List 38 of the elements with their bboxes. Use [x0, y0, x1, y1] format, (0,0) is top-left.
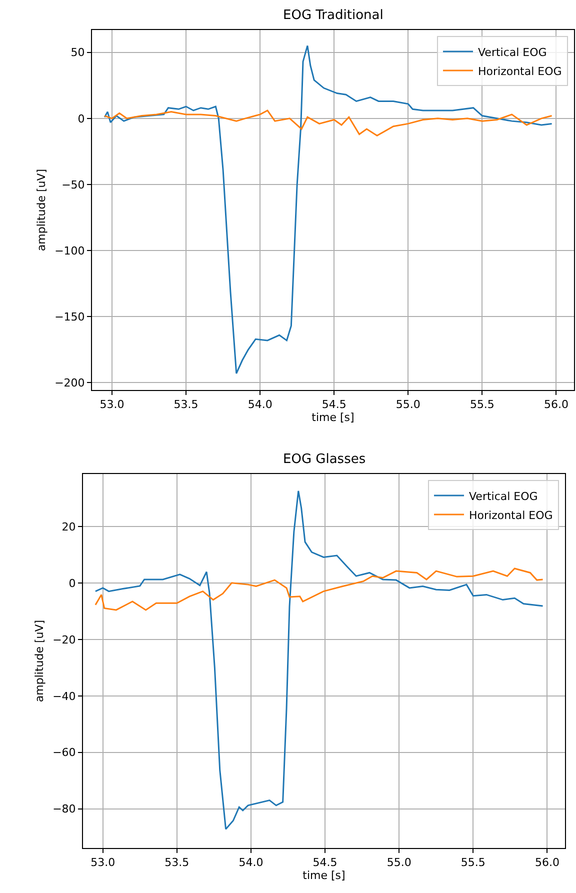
y-tick-label: 50	[70, 46, 85, 60]
x-tick-label: 55.0	[396, 398, 420, 412]
x-tick-label: 55.0	[386, 856, 412, 870]
x-axis-title: time [s]	[312, 411, 354, 424]
y-axis-title: amplitude [uV]	[35, 168, 48, 252]
y-axis-title: amplitude [uV]	[33, 620, 46, 702]
x-tick-label: 53.0	[100, 398, 124, 412]
legend-label: Horizontal EOG	[469, 508, 553, 522]
x-tick-label: 55.5	[460, 856, 486, 870]
legend-label: Vertical EOG	[469, 490, 538, 503]
x-tick-label: 54.5	[312, 856, 338, 870]
y-tick-label: 0	[68, 577, 76, 590]
y-tick-label: 0	[78, 112, 85, 126]
x-tick-label: 56.0	[534, 856, 560, 870]
line-series	[104, 110, 553, 136]
x-tick-label: 54.5	[322, 398, 346, 412]
legend-label: Vertical EOG	[478, 46, 547, 59]
y-tick-label: −20	[52, 633, 76, 646]
x-tick-label: 56.0	[544, 398, 568, 412]
y-tick-label: −80	[52, 802, 76, 816]
y-tick-label: −50	[62, 178, 85, 192]
x-tick-label: 54.0	[238, 856, 264, 870]
x-tick-label: 53.0	[90, 856, 116, 870]
x-tick-label: 54.0	[248, 398, 272, 412]
line-series	[94, 568, 544, 611]
x-tick-label: 53.5	[174, 398, 198, 412]
x-axis-title: time [s]	[302, 869, 346, 882]
chart-title: EOG Glasses	[283, 452, 366, 467]
y-tick-label: −100	[54, 244, 85, 258]
legend-label: Horizontal EOG	[478, 64, 562, 78]
y-tick-label: −40	[52, 690, 76, 703]
y-tick-label: −150	[54, 310, 85, 324]
y-tick-label: −60	[52, 746, 76, 760]
chart-title: EOG Traditional	[283, 8, 384, 23]
x-tick-label: 55.5	[470, 398, 494, 412]
y-tick-label: 20	[62, 520, 76, 534]
x-tick-label: 53.5	[164, 856, 190, 870]
y-tick-label: −200	[54, 376, 85, 390]
